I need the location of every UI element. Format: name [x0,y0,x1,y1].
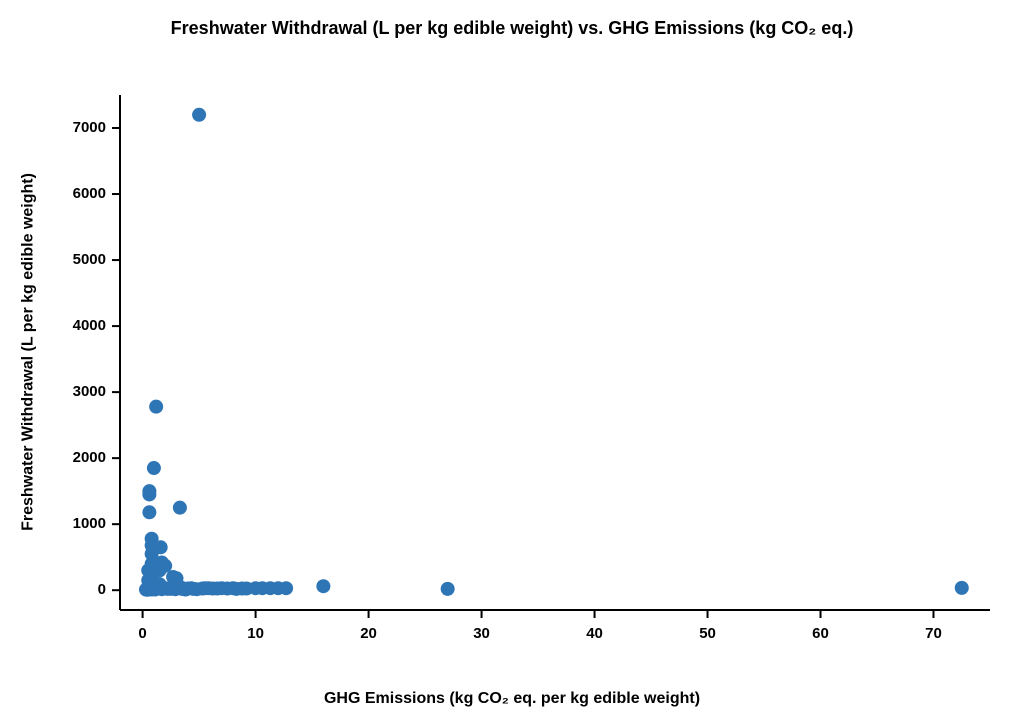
y-tick-label: 6000 [73,185,106,202]
x-tick-label: 60 [812,625,829,642]
y-tick-label: 5000 [73,251,106,268]
x-tick-label: 30 [473,625,490,642]
data-point [955,581,969,595]
y-tick-label: 3000 [73,383,106,400]
x-tick-label: 10 [247,625,264,642]
y-tick-label: 0 [98,581,106,598]
data-point [142,505,156,519]
data-point [173,501,187,515]
data-point [149,400,163,414]
x-tick-label: 0 [138,625,146,642]
x-tick-label: 70 [925,625,942,642]
data-point [441,582,455,596]
y-tick-label: 7000 [73,119,106,136]
data-point [279,581,293,595]
y-tick-label: 4000 [73,317,106,334]
x-tick-label: 40 [586,625,603,642]
scatter-chart: Freshwater Withdrawal (L per kg edible w… [0,0,1024,725]
y-tick-label: 1000 [73,515,106,532]
chart-svg: 0 10 20 30 40 50 60 70 0 1000 2000 3000 4000 5000 6000… [0,0,1024,725]
data-point [316,579,330,593]
x-tick-label: 20 [360,625,377,642]
data-point [158,559,172,573]
data-point [142,487,156,501]
y-tick-label: 2000 [73,449,106,466]
data-point [154,540,168,554]
data-point [147,461,161,475]
x-tick-label: 50 [699,625,716,642]
data-point [192,108,206,122]
